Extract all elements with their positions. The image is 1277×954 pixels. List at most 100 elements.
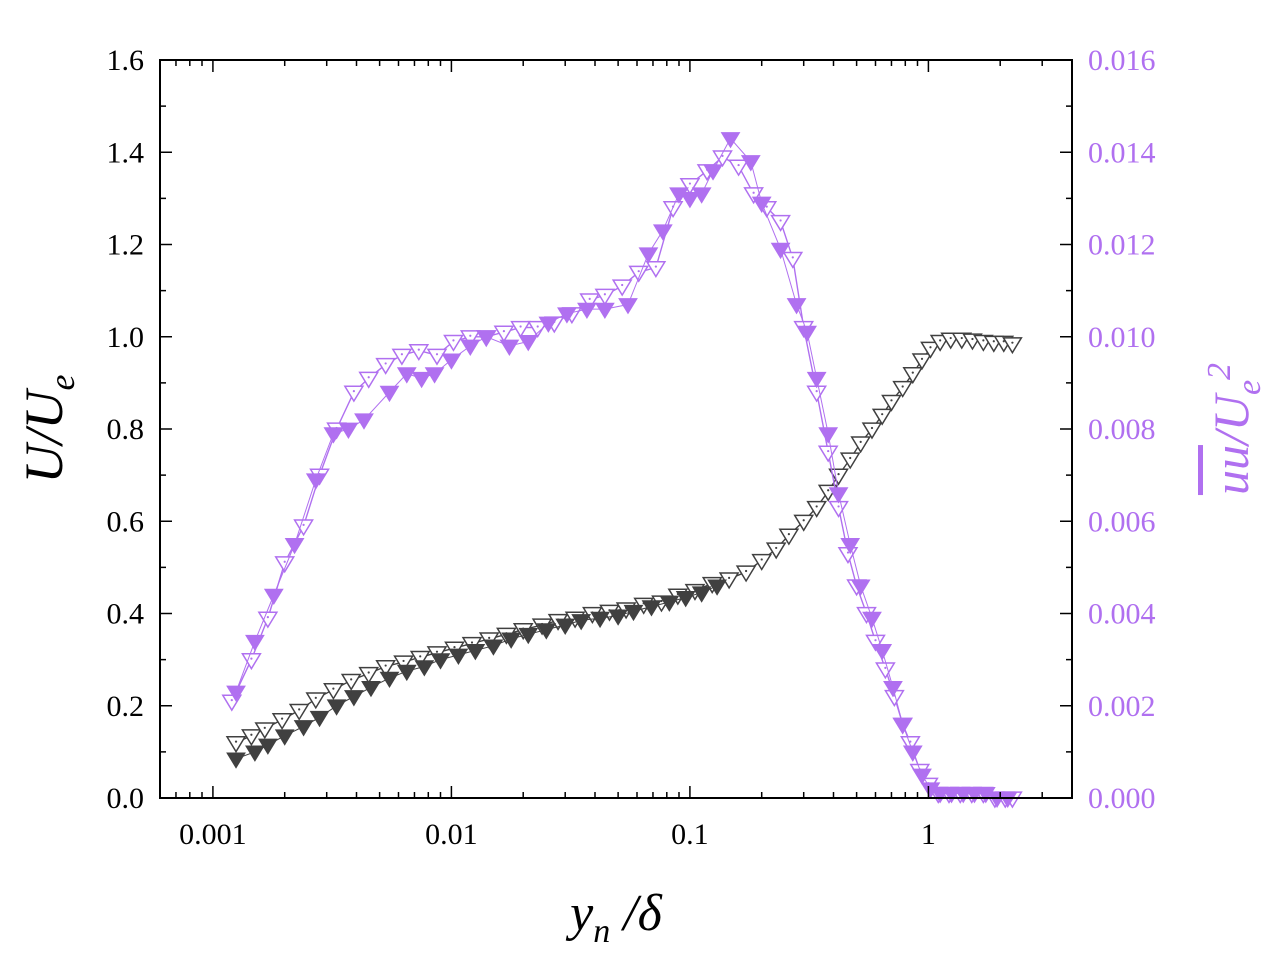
series-1-point bbox=[379, 671, 400, 689]
series-2-point-dot bbox=[654, 265, 657, 268]
y-left-tick-label: 1.0 bbox=[107, 321, 145, 354]
series-3-point bbox=[902, 745, 923, 762]
series-2-point bbox=[493, 325, 515, 343]
series-3-point bbox=[828, 487, 849, 504]
y-left-tick-label: 0.6 bbox=[107, 505, 145, 538]
series-3-point bbox=[840, 537, 861, 555]
series-3-point bbox=[499, 339, 520, 356]
series-3-point bbox=[997, 791, 1018, 808]
series-1-point bbox=[465, 644, 486, 661]
series-0-point bbox=[850, 436, 872, 454]
series-0-point bbox=[911, 353, 933, 371]
series-1-point bbox=[483, 639, 504, 656]
series-3-point bbox=[441, 353, 462, 370]
series-1-point bbox=[608, 609, 629, 626]
series-2-point-dot bbox=[400, 353, 403, 356]
series-0-point bbox=[806, 500, 827, 518]
series-2-point bbox=[817, 445, 839, 463]
series-2-point bbox=[426, 348, 448, 366]
series-3-point bbox=[740, 155, 761, 172]
series-0-point-dot bbox=[920, 357, 924, 360]
series-3-point bbox=[594, 302, 615, 320]
series-2-point-dot bbox=[884, 666, 887, 669]
series-1-point bbox=[293, 720, 314, 737]
series-2-point bbox=[662, 201, 684, 219]
y-right-tick-label: 0.002 bbox=[1088, 690, 1156, 723]
series-0-point-dot bbox=[815, 505, 818, 508]
series-1-point bbox=[326, 699, 347, 716]
series-1-point bbox=[226, 752, 246, 769]
y-left-tick-label: 0.4 bbox=[107, 598, 145, 631]
series-2-point-dot bbox=[779, 219, 782, 222]
series-3-point bbox=[618, 298, 638, 315]
series-0-point bbox=[902, 367, 924, 385]
series-0-point-dot bbox=[488, 636, 491, 639]
y-left-axis-title: U/Ue bbox=[14, 374, 82, 483]
series-0-point-dot bbox=[802, 519, 805, 522]
series-3-point bbox=[786, 298, 807, 315]
series-3-point bbox=[323, 427, 344, 444]
series-3-point bbox=[872, 644, 893, 661]
series-2-point bbox=[594, 288, 616, 306]
y-left-axis-title-main: U/U bbox=[14, 387, 74, 483]
series-0-point-dot bbox=[314, 696, 317, 699]
x-tick-label: 0.1 bbox=[671, 818, 709, 851]
series-3-point bbox=[806, 371, 827, 389]
series-0-point bbox=[778, 528, 800, 546]
x-axis-title: yn /δ bbox=[565, 885, 663, 950]
series-2 bbox=[221, 150, 1023, 809]
series-3-point bbox=[652, 224, 673, 241]
series-1-point bbox=[274, 729, 295, 746]
series-3-point bbox=[883, 680, 903, 698]
series-0-point-dot bbox=[419, 655, 422, 658]
series-1-point bbox=[414, 660, 435, 677]
series-2-point bbox=[408, 343, 430, 362]
series-1-point bbox=[590, 611, 610, 629]
series-1-point bbox=[536, 623, 557, 640]
series-2-point bbox=[375, 357, 396, 375]
x-axis-title-rest: /δ bbox=[610, 885, 662, 942]
series-0-point bbox=[271, 712, 293, 731]
series-3-point bbox=[305, 473, 326, 490]
y-right-axis-title-sup: 2 bbox=[1201, 363, 1238, 380]
series-0-point-dot bbox=[728, 576, 731, 580]
series-2-point-dot bbox=[827, 449, 830, 453]
series-2-point bbox=[743, 187, 764, 205]
series-3-point bbox=[912, 768, 932, 785]
y-right-ticks bbox=[1060, 59, 1072, 799]
y-left-tick-label: 1.4 bbox=[107, 136, 145, 169]
series-1-point bbox=[430, 653, 451, 670]
series-0-point-dot bbox=[911, 371, 914, 374]
series-0-point-dot bbox=[760, 558, 763, 561]
series-2-point bbox=[579, 293, 601, 311]
y-right-axis-title-main: uu bbox=[1203, 445, 1259, 495]
x-axis-title-sub: n bbox=[593, 913, 610, 950]
series-3-point bbox=[680, 192, 700, 209]
series-3-point bbox=[638, 247, 659, 264]
x-axis-title-main: y bbox=[565, 885, 594, 942]
series-0-point-dot bbox=[234, 740, 238, 743]
series-0-point-dot bbox=[470, 641, 474, 644]
series-2-point-dot bbox=[367, 376, 370, 379]
series-0-point bbox=[751, 553, 773, 571]
series-2-point bbox=[645, 260, 667, 279]
series-3-point bbox=[577, 302, 597, 320]
y-right-tick-label: 0.012 bbox=[1088, 229, 1156, 262]
series-2-point bbox=[728, 159, 749, 177]
y-right-tick-label: 0.004 bbox=[1088, 598, 1156, 631]
series-0-point-dot bbox=[263, 726, 266, 729]
series-2-point-dot bbox=[452, 339, 455, 342]
series-1-point bbox=[623, 604, 644, 622]
series-0-point-dot bbox=[787, 532, 790, 536]
series-2-point-dot bbox=[815, 390, 818, 393]
series-0-point bbox=[254, 722, 276, 740]
series-3-point bbox=[284, 537, 305, 555]
series-3-point bbox=[850, 579, 871, 596]
series-2-point bbox=[459, 330, 481, 348]
series-3-point bbox=[411, 371, 432, 389]
y-right-tick-label: 0.008 bbox=[1088, 413, 1156, 446]
series-0-point-dot bbox=[870, 426, 874, 430]
series-2-point-dot bbox=[637, 270, 640, 273]
series-2-point-dot bbox=[846, 551, 850, 554]
series-0-point-dot bbox=[881, 413, 884, 416]
